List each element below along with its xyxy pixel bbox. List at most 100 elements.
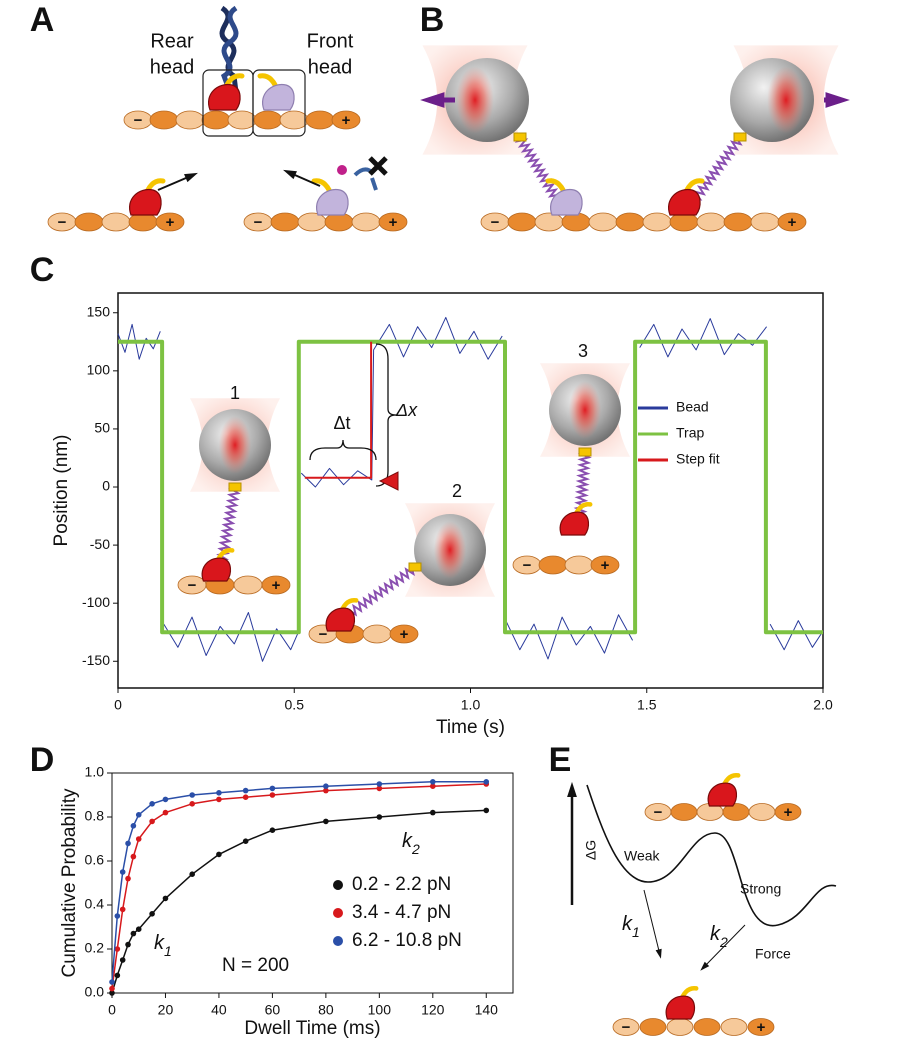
linker-tag	[578, 447, 592, 457]
tubulin	[777, 212, 807, 232]
tubulin	[561, 212, 591, 232]
arrow-shaft	[702, 924, 746, 969]
series-line	[118, 339, 823, 635]
y-tick-label: 150	[87, 303, 111, 319]
data-point	[483, 807, 490, 814]
tubulin	[696, 212, 726, 232]
motor-head	[707, 782, 738, 807]
data-point	[135, 812, 142, 818]
data-point	[189, 792, 195, 798]
data-point	[130, 853, 137, 860]
minus-end: −	[491, 214, 500, 231]
data-point	[162, 796, 169, 803]
minus-end: −	[134, 112, 143, 129]
data-point	[149, 818, 155, 825]
fit-line	[111, 781, 487, 983]
tubulin	[720, 1018, 748, 1036]
minus-end: −	[654, 804, 663, 821]
legend-label: Step fit	[676, 451, 720, 467]
data-point	[269, 785, 276, 792]
arrow-shaft	[643, 889, 661, 956]
data-point	[323, 787, 329, 794]
rear-head-label: Rear	[150, 30, 194, 52]
data-point	[216, 851, 222, 858]
tether	[216, 487, 241, 561]
x-tick-label: 40	[211, 1002, 227, 1018]
plus-end: +	[788, 214, 797, 231]
trap-focus	[218, 416, 252, 474]
trap-focus	[767, 66, 805, 134]
tubulin	[642, 212, 672, 232]
motor-head	[316, 188, 349, 216]
data-point	[125, 875, 131, 882]
rate-label: k2	[710, 923, 728, 949]
y-axis-title: Position (nm)	[51, 435, 72, 547]
data-point	[162, 809, 169, 816]
data-point	[109, 979, 115, 985]
tubulin	[227, 110, 257, 130]
tubulin	[155, 212, 185, 232]
minus-end: −	[622, 1019, 631, 1036]
tubulin	[590, 555, 620, 575]
tubulin	[305, 110, 335, 130]
atp	[337, 165, 347, 175]
plot-frame	[111, 772, 514, 994]
tubulin	[74, 212, 104, 232]
x-tick-label: 140	[475, 1002, 499, 1018]
data-point	[242, 787, 249, 794]
data-point	[149, 801, 155, 807]
y-tick-label: 0.8	[85, 808, 105, 824]
panel-label: E	[549, 741, 572, 779]
minus-end: −	[188, 577, 197, 594]
x-tick-label: 60	[265, 1002, 281, 1018]
data-point	[242, 794, 249, 800]
panel-label: A	[30, 1, 55, 39]
data-point	[376, 781, 383, 787]
plus-end: +	[166, 214, 175, 231]
tubulin	[351, 212, 381, 232]
tubulin	[253, 110, 283, 130]
tubulin	[362, 624, 392, 644]
data-point	[376, 814, 383, 820]
rate-label-main: k	[622, 913, 633, 935]
rear-head-label: head	[150, 56, 195, 78]
plus-end: +	[601, 557, 610, 574]
tubulin	[128, 212, 158, 232]
trap-focus	[456, 66, 494, 134]
legend-marker	[333, 936, 343, 946]
data-point	[269, 792, 276, 798]
x-axis-title: Dwell Time (ms)	[244, 1018, 380, 1039]
legend-marker	[333, 880, 343, 890]
state-label: 2	[452, 481, 462, 501]
rate-label-main: k	[402, 830, 413, 852]
rate-label-main: k	[154, 932, 165, 954]
tubulin	[612, 1018, 640, 1036]
tubulin	[507, 212, 537, 232]
data-point	[430, 783, 436, 789]
tubulin	[175, 110, 205, 130]
data-point	[323, 783, 329, 789]
step-label: Δx	[395, 400, 418, 420]
plus-end: +	[342, 112, 351, 129]
data-point	[125, 941, 131, 948]
data-point	[189, 871, 195, 877]
plus-end: +	[389, 214, 398, 231]
tubulin	[588, 212, 618, 232]
rate-label-sub: 2	[719, 934, 728, 950]
energy-landscape	[586, 784, 837, 927]
plus-end: +	[784, 804, 793, 821]
y-tick-label: -50	[90, 536, 110, 552]
rate-label-sub: 1	[632, 924, 640, 940]
delta-g-label: ΔG	[583, 840, 599, 860]
trap-focus	[568, 381, 602, 439]
minus-end: −	[58, 214, 67, 231]
legend-marker	[333, 908, 343, 918]
tubulin	[270, 212, 300, 232]
tubulin	[534, 212, 564, 232]
fit-line	[111, 809, 487, 994]
x-tick-label: 0	[108, 1002, 116, 1018]
plus-end: +	[272, 577, 281, 594]
arrow-head	[283, 169, 297, 180]
data-point	[430, 779, 436, 785]
data-point	[376, 785, 383, 792]
